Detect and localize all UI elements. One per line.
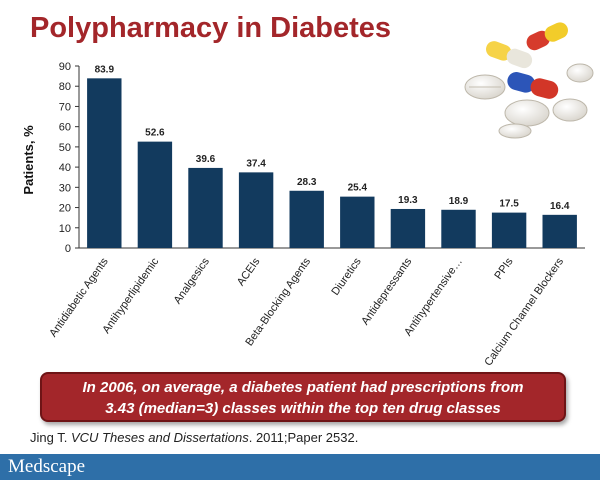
callout-line-1: In 2006, on average, a diabetes patient … [82, 379, 524, 396]
medscape-logo: Medscape [8, 456, 86, 477]
y-axis-ticks: 0 10 20 30 40 50 60 70 80 90 [59, 61, 79, 255]
y-tick-label: 60 [59, 122, 71, 134]
x-tick-label: ACEIs [235, 255, 263, 288]
y-tick-label: 70 [59, 101, 71, 113]
bar [441, 209, 476, 248]
callout-line-2: 3.43 (median=3) classes within the top t… [105, 400, 501, 417]
bar-chart: 0 10 20 30 40 50 60 70 80 90 83.9 52.6 39.6 37.4 28.3… [21, 61, 585, 368]
data-label: 37.4 [246, 158, 266, 169]
bars [87, 78, 577, 248]
citation-author: Jing T. [30, 430, 68, 445]
y-tick-label: 20 [59, 203, 71, 215]
y-tick-label: 10 [59, 223, 71, 235]
data-label: 28.3 [297, 177, 317, 188]
data-label: 19.3 [398, 195, 418, 206]
page-title: Polypharmacy in Diabetes [30, 12, 392, 44]
data-label: 16.4 [550, 201, 570, 212]
data-label: 18.9 [449, 196, 469, 207]
x-tick-label: Analgesics [172, 255, 213, 306]
x-tick-label: Antihypertensive… [402, 256, 465, 339]
data-label: 25.4 [348, 183, 368, 194]
data-label: 39.6 [196, 154, 216, 165]
citation: Jing T. VCU Theses and Dissertations. 20… [30, 430, 358, 445]
x-tick-label: Antidepressants [359, 255, 414, 327]
bar [390, 208, 426, 248]
x-tick-label: PPIs [492, 255, 515, 281]
y-tick-label: 80 [59, 81, 71, 93]
bar [137, 141, 173, 248]
y-axis-label: Patients, % [21, 125, 36, 195]
bar [188, 167, 223, 248]
bar [491, 212, 527, 248]
footer-bar: Medscape [0, 454, 600, 480]
bar [238, 172, 274, 248]
y-tick-label: 40 [59, 162, 71, 174]
x-tick-label: Antihyperlipidemic [100, 255, 161, 335]
data-label: 52.6 [145, 128, 165, 139]
bar [87, 78, 122, 248]
data-labels: 83.9 52.6 39.6 37.4 28.3 25.4 19.3 18.9 17.5 16.4 [95, 64, 570, 212]
y-tick-label: 90 [59, 61, 71, 73]
pills-image [464, 22, 594, 139]
data-label: 17.5 [499, 199, 519, 210]
y-tick-label: 30 [59, 182, 71, 194]
data-label: 83.9 [95, 64, 115, 75]
y-tick-label: 50 [59, 142, 71, 154]
y-tick-label: 0 [65, 243, 71, 255]
bar [289, 190, 324, 248]
citation-journal: VCU Theses and Dissertations [70, 430, 249, 445]
bar [340, 196, 375, 248]
summary-callout: In 2006, on average, a diabetes patient … [40, 372, 566, 422]
citation-details: . 2011;Paper 2532. [248, 430, 359, 445]
x-tick-label: Diuretics [329, 255, 364, 297]
bar [542, 214, 577, 248]
